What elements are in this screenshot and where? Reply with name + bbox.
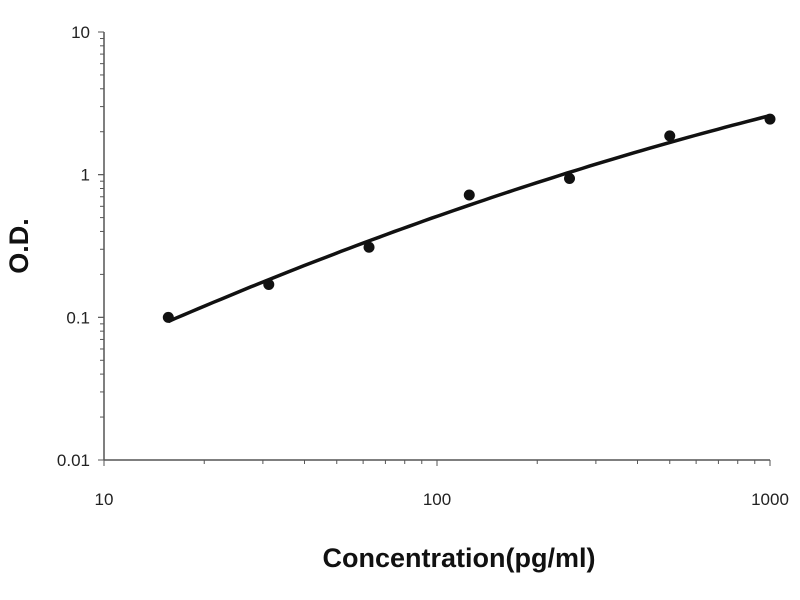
axes bbox=[98, 31, 771, 466]
x-tick-label: 100 bbox=[423, 490, 451, 509]
data-point bbox=[463, 189, 475, 201]
x-axis-label: Concentration(pg/ml) bbox=[323, 543, 596, 573]
data-points bbox=[162, 113, 776, 323]
y-tick-label: 0.01 bbox=[57, 451, 90, 470]
data-point bbox=[764, 113, 776, 125]
x-tick-label: 10 bbox=[95, 490, 114, 509]
data-point bbox=[263, 278, 275, 290]
fit-curve bbox=[167, 113, 771, 324]
data-point bbox=[162, 311, 174, 323]
y-tick-label: 10 bbox=[71, 23, 90, 42]
data-point bbox=[664, 130, 676, 142]
y-axis-label: O.D. bbox=[4, 218, 34, 274]
data-point bbox=[363, 241, 375, 253]
tick-labels: 10 1 0.1 0.01 10 100 1000 bbox=[57, 23, 789, 509]
y-tick-label: 0.1 bbox=[66, 308, 90, 327]
y-tick-label: 1 bbox=[81, 166, 90, 185]
data-point bbox=[564, 173, 576, 185]
x-tick-label: 1000 bbox=[751, 490, 789, 509]
